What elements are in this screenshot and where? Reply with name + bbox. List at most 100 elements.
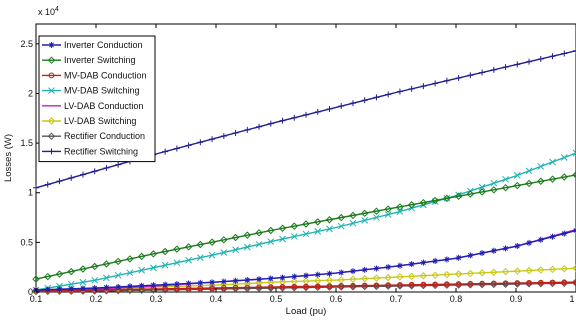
data-point-x [537,163,545,170]
data-point-star [314,271,321,278]
data-point-x [103,274,110,282]
data-point-plus [256,123,263,130]
data-point-plus [385,91,392,98]
data-point-diamond [114,257,122,266]
x-axis-ticks: 0.1 0.2 0.3 0.4 0.5 0.6 0.7 0.8 0.9 1 [30,24,576,304]
data-point-plus [244,126,251,133]
legend-label: LV-DAB Switching [64,116,136,126]
x-tick-label: 0.1 [30,294,43,304]
data-point-diamond [255,279,263,287]
data-point-x [302,230,310,238]
data-point-diamond [560,265,568,273]
data-point-star [126,283,133,290]
x-tick-label: 0.7 [390,294,403,304]
data-point-x [67,280,75,288]
data-point-diamond [360,209,369,218]
data-point-star [244,277,251,284]
data-point-star [490,247,497,254]
data-point-x [232,246,239,254]
data-point-plus [209,136,216,143]
data-point-diamond [525,179,533,188]
data-point-star [349,268,356,275]
legend-item: Inverter Conduction [42,40,143,50]
data-point-diamond [478,269,486,277]
data-point-circle [537,279,544,286]
data-point-circle [397,282,403,288]
data-point-plus [396,88,403,95]
data-point-star [48,42,55,48]
x-axis-title: Load (pu) [286,306,327,317]
data-point-circle [361,282,368,289]
data-point-diamond [454,192,463,200]
data-point-star [91,285,98,292]
data-point-diamond [360,274,369,283]
data-point-star [408,261,415,268]
y-tick-label: 0.5 [20,237,33,247]
data-point-plus [467,72,474,79]
data-point-x [161,261,169,269]
legend-label: Rectifier Conduction [64,131,145,141]
data-point-diamond [572,264,576,272]
data-point-plus [490,66,497,73]
y-tick-label: 2 [28,88,33,98]
data-point-x [243,243,251,251]
data-point-star [267,275,274,282]
data-point-x [220,249,228,256]
data-point-x [384,211,392,218]
data-point-plus [338,103,345,110]
data-point-star [549,233,556,240]
data-point-star [256,276,263,283]
data-point-diamond [407,201,416,209]
data-point-x [560,154,568,161]
data-point-diamond [419,198,428,207]
data-point-diamond [548,175,557,183]
data-point-diamond [102,260,111,268]
data-point-diamond [184,243,193,251]
data-point-x [208,251,216,259]
x-tick-label: 0.6 [330,294,343,304]
data-point-circle [490,280,497,287]
data-point-diamond [267,226,275,235]
data-point-plus [291,114,298,121]
data-point-diamond [208,238,216,246]
legend-item: Rectifier Switching [42,146,138,156]
data-point-diamond [501,267,510,276]
data-point-x [513,172,521,179]
data-point-x [196,254,204,262]
data-point-plus [537,55,544,62]
data-point-plus [349,100,356,107]
data-point-star [279,274,286,281]
data-point-x [314,228,322,235]
data-point-plus [326,105,333,112]
data-point-diamond [537,177,545,185]
data-point-star [537,236,544,243]
data-point-star [115,283,122,290]
data-point-plus [220,133,227,140]
data-point-plus [162,148,169,155]
data-point-plus [479,69,486,76]
data-point-diamond [407,272,416,281]
data-point-circle [526,279,532,286]
data-point-plus [420,83,427,90]
legend-label: Rectifier Switching [64,146,138,156]
data-point-plus [56,178,63,185]
y-tick-label: 1.5 [20,138,33,148]
data-point-circle [373,282,380,289]
data-point-star [432,258,439,265]
data-point-diamond [372,274,381,282]
data-point-circle [385,282,392,289]
data-point-diamond [278,224,287,232]
data-point-diamond [525,266,533,275]
data-point-diamond [44,272,52,281]
data-point-x [490,179,498,187]
data-point-star [79,285,86,292]
data-point-diamond [419,272,428,280]
data-point-star [479,250,486,257]
data-point-plus [44,181,51,188]
data-point-diamond [490,186,498,194]
data-point-plus [91,168,98,175]
data-point-star [561,230,568,237]
legend-item: Inverter Switching [42,55,136,65]
data-point-x [91,276,99,284]
